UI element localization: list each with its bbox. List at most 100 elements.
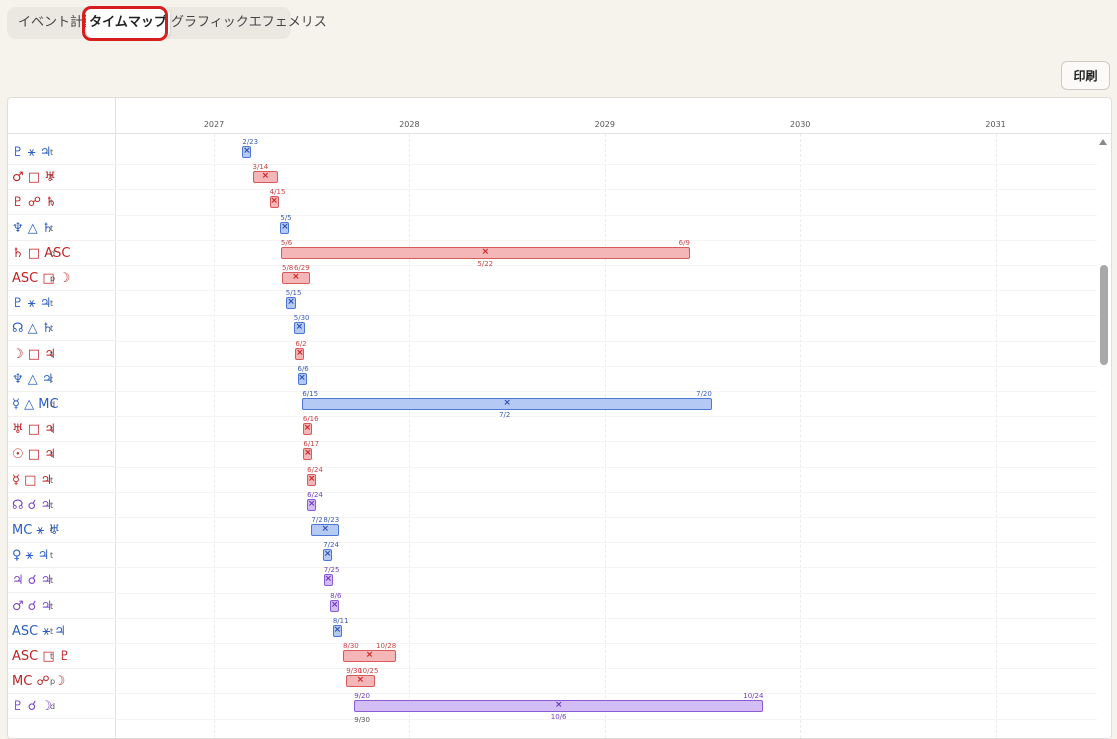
aspect-bar[interactable]: × — [252, 171, 279, 184]
aspect-row-label[interactable]: ASC □ ☽ p — [8, 266, 116, 291]
aspect-bar[interactable]: × — [302, 398, 712, 410]
exact-marker-icon: × — [261, 171, 270, 182]
aspect-bar[interactable]: × — [332, 624, 342, 637]
aspect-row-label[interactable]: ♃ ☌ ♃ t — [8, 568, 116, 594]
aspect-glyph: ☊ △ ♄ — [12, 321, 54, 337]
tab-event-calc[interactable]: イベント計算 — [18, 15, 97, 30]
year-gridline — [604, 134, 606, 738]
aspect-glyph: ☿ △ MC — [12, 397, 59, 412]
aspect-row-label[interactable]: ♇ ☌ ☽ d — [8, 694, 116, 720]
year-gridline — [214, 134, 215, 738]
aspect-suffix: t — [50, 626, 54, 636]
print-button[interactable]: 印刷 — [1061, 61, 1110, 90]
row-divider — [116, 164, 1111, 166]
row-divider — [116, 542, 1111, 544]
aspect-row-label[interactable]: ♅ □ ♃ t — [8, 417, 116, 443]
scrollbar-track[interactable] — [1097, 134, 1111, 738]
row-divider — [116, 290, 1111, 292]
aspect-row-label[interactable]: ☽ □ ♃ t — [8, 342, 116, 367]
aspect-glyph: ♂ □ ♅ — [12, 170, 56, 186]
bar-start-date: 3/14 — [252, 163, 269, 172]
aspect-suffix: t — [50, 475, 54, 485]
aspect-row-label[interactable]: ♂ □ ♅ t — [8, 165, 116, 191]
tab-graphic-ephemeris[interactable]: グラフィックエフェメリス — [171, 15, 327, 30]
row-divider — [116, 466, 1111, 468]
exact-marker-icon: × — [330, 599, 339, 610]
exact-marker-icon: × — [554, 700, 563, 711]
exact-marker-icon: × — [304, 448, 312, 459]
aspect-bar[interactable]: × — [330, 599, 340, 612]
aspect-bar[interactable]: × — [323, 549, 333, 562]
aspect-row-label[interactable]: ☿ △ MC d — [8, 392, 116, 417]
tab-time-map[interactable]: タイムマップ — [86, 8, 170, 38]
aspect-bar[interactable]: × — [293, 322, 305, 335]
aspect-glyph: ♃ ☌ ♃ — [12, 573, 53, 589]
aspect-suffix: t — [50, 425, 54, 435]
aspect-suffix: t — [50, 652, 54, 661]
aspect-row-label[interactable]: ☊ △ ♄ t — [8, 316, 116, 342]
aspect-row-label[interactable]: ☿ □ ♃ t — [8, 468, 116, 493]
aspect-bar[interactable]: × — [323, 574, 333, 587]
exact-marker-icon: × — [243, 146, 251, 157]
aspect-row-label[interactable]: ☉ □ ♃ t — [8, 442, 116, 468]
bar-start-date: 8/11 — [332, 616, 349, 625]
bar-start-date: 7/2 — [311, 516, 323, 524]
aspect-bar[interactable]: × — [307, 498, 317, 511]
aspect-bar[interactable]: × — [280, 221, 290, 234]
aspect-row-label[interactable]: ♀ ⚹ ♃ t — [8, 543, 116, 569]
aspect-bar[interactable]: × — [343, 650, 396, 662]
aspect-row-label[interactable]: ASC ⚹ ♃ t — [8, 619, 116, 644]
aspect-row-label[interactable]: MC ⚹ ♅ t — [8, 518, 116, 543]
aspect-suffix: d — [50, 248, 56, 258]
aspect-row-label[interactable]: ASC □ ♇ t — [8, 644, 116, 669]
aspect-bar[interactable]: × — [297, 372, 307, 385]
aspect-bar[interactable]: × — [295, 347, 305, 360]
aspect-row-label[interactable]: ♆ △ ♄ t — [8, 216, 116, 241]
aspect-row-label[interactable]: ♇ ⚹ ♃ t — [8, 140, 116, 165]
aspect-bar[interactable]: × — [269, 196, 279, 209]
row-divider — [116, 441, 1111, 443]
scroll-up-arrow-icon[interactable] — [1099, 139, 1107, 145]
aspect-bar[interactable]: × — [354, 700, 764, 713]
bar-start-date: 5/6 — [280, 238, 293, 247]
aspect-row-label[interactable]: ♆ △ ♃ t — [8, 367, 116, 392]
aspect-glyph: ♄ □ ASC — [12, 245, 71, 261]
aspect-bar[interactable]: × — [303, 448, 313, 461]
bar-end-date: 8/23 — [323, 516, 340, 524]
aspect-glyph: MC ☍ ☽ — [12, 674, 66, 690]
aspect-bar[interactable]: × — [346, 675, 375, 688]
row-divider — [116, 214, 1111, 216]
aspect-suffix: t — [50, 374, 54, 384]
aspect-row-label[interactable]: ♇ ☍ ♄ t — [8, 190, 116, 216]
aspect-bar[interactable]: × — [280, 246, 690, 259]
aspect-suffix: t — [50, 500, 54, 510]
exact-marker-icon: × — [321, 524, 330, 535]
aspect-glyph: ♇ ☌ ☽ — [12, 699, 53, 715]
aspect-row-label[interactable]: ♇ ⚹ ♃ t — [8, 291, 116, 317]
aspect-row-label[interactable]: ♂ ☌ ♃ t — [8, 594, 116, 619]
aspect-suffix: t — [50, 173, 54, 183]
year-gridline — [995, 134, 997, 738]
aspect-bar[interactable]: × — [285, 297, 297, 310]
bar-start-date: 6/24 — [307, 490, 323, 499]
aspect-glyph: ☉ □ ♃ — [12, 447, 56, 463]
aspect-row-label[interactable]: MC ☍ ☽ p — [8, 669, 116, 695]
row-divider — [116, 365, 1111, 367]
aspect-bar[interactable]: × — [302, 423, 312, 436]
aspect-row-label[interactable]: ♄ □ ASC d — [8, 241, 116, 266]
aspect-bar[interactable]: × — [281, 272, 310, 284]
aspect-row-label[interactable]: ☊ ☌ ♃ t — [8, 493, 116, 518]
aspect-bar[interactable]: × — [311, 524, 340, 536]
row-divider — [116, 265, 1111, 266]
exact-marker-icon: × — [323, 549, 332, 560]
aspect-glyph: ♂ ☌ ♃ — [12, 598, 53, 614]
row-divider — [116, 189, 1111, 191]
aspect-glyph: ♅ □ ♃ — [12, 422, 56, 438]
aspect-bar[interactable]: × — [242, 146, 252, 158]
active-tab-highlight — [82, 6, 168, 41]
aspect-suffix: t — [50, 601, 54, 611]
row-divider — [116, 340, 1111, 342]
aspect-glyph: MC ⚹ ♅ — [12, 523, 61, 538]
aspect-bar[interactable]: × — [307, 473, 317, 486]
scrollbar-thumb[interactable] — [1100, 265, 1108, 365]
